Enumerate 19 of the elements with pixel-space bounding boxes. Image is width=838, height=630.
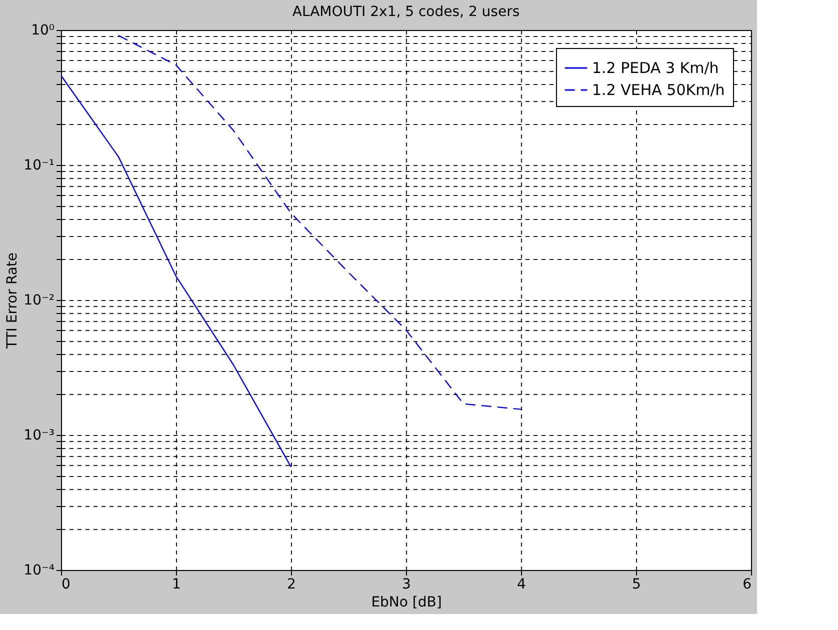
x-tick-label: 0 bbox=[62, 576, 70, 592]
y-tick-label: 10⁰ bbox=[31, 22, 55, 38]
line-series bbox=[118, 34, 522, 410]
x-tick-label: 4 bbox=[517, 576, 526, 592]
y-tick-label: 10⁻¹ bbox=[24, 158, 54, 174]
x-tick-label: 2 bbox=[287, 576, 296, 592]
legend-label: 1.2 VEHA 50Km/h bbox=[592, 81, 725, 99]
y-tick-label: 10⁻² bbox=[24, 292, 54, 308]
chart-title: ALAMOUTI 2x1, 5 codes, 2 users bbox=[292, 4, 520, 20]
x-tick-label: 6 bbox=[742, 576, 752, 592]
line-series bbox=[61, 74, 292, 468]
x-tick-label: 1 bbox=[172, 576, 181, 592]
x-axis-title: EbNo [dB] bbox=[371, 594, 442, 610]
x-tick-label: 5 bbox=[632, 576, 641, 592]
y-tick-label: 10⁻⁴ bbox=[24, 562, 55, 578]
y-tick-label: 10⁻³ bbox=[24, 428, 54, 444]
y-axis-title: TTI Error Rate bbox=[4, 252, 21, 350]
legend-label: 1.2 PEDA 3 Km/h bbox=[592, 59, 719, 77]
x-tick-label: 3 bbox=[402, 576, 411, 592]
